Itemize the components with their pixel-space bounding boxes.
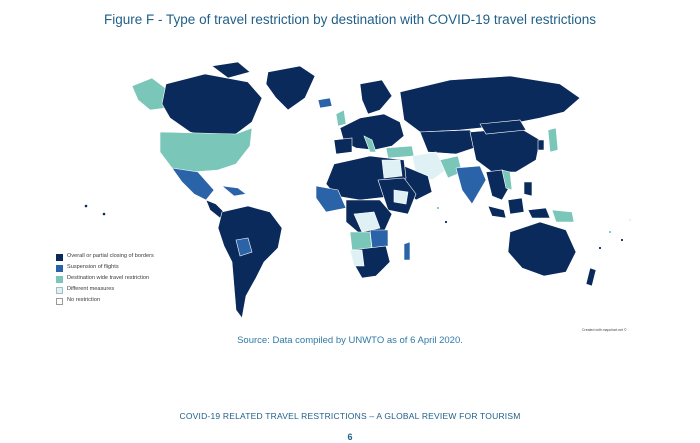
drc (353, 211, 381, 233)
island (444, 220, 448, 224)
legend-item: Different measures (56, 286, 176, 294)
island (102, 212, 106, 216)
canada (161, 73, 263, 139)
legend-label: Overall or partial closing of borders (67, 253, 154, 259)
namibia (349, 249, 365, 267)
italy (363, 135, 377, 153)
madagascar (403, 241, 411, 261)
map-credit: Created with mapchart.net © (582, 328, 627, 332)
island (84, 204, 88, 208)
legend-label: Different measures (67, 286, 115, 292)
legend-swatch-borders (56, 254, 63, 261)
usa (159, 127, 253, 173)
island (608, 230, 612, 234)
indonesia-east (527, 207, 551, 219)
zambia (369, 229, 389, 249)
caribbean (221, 185, 247, 197)
ethiopia (393, 189, 409, 205)
japan (547, 127, 559, 153)
mexico (171, 167, 215, 201)
angola (349, 231, 373, 251)
arctic-islands (211, 61, 251, 79)
india (455, 165, 487, 205)
legend-swatch-flights (56, 265, 63, 272)
new-zealand (585, 267, 597, 287)
map-legend: Overall or partial closing of borders Su… (56, 253, 176, 308)
legend-item: Overall or partial closing of borders (56, 253, 176, 261)
legend-label: Destination wide travel restriction (67, 275, 150, 281)
papua (551, 209, 575, 223)
indonesia-sumatra (487, 205, 507, 219)
bolivia (235, 237, 253, 257)
central-asia (419, 129, 481, 155)
source-note: Source: Data compiled by UNWTO as of 6 A… (237, 335, 463, 346)
philippines (523, 181, 533, 197)
mongolia (479, 119, 527, 135)
indonesia-borneo (507, 197, 525, 215)
egypt (381, 159, 403, 179)
page-number: 6 (347, 432, 353, 442)
legend-item: No restriction (56, 297, 176, 305)
australia (507, 221, 577, 277)
iceland (317, 97, 333, 109)
figure-title: Figure F - Type of travel restriction by… (104, 12, 596, 27)
island (620, 238, 624, 242)
china (469, 127, 541, 173)
russia (399, 75, 581, 133)
legend-label: Suspension of flights (67, 264, 119, 270)
legend-label: No restriction (67, 297, 100, 303)
south-america (217, 205, 283, 319)
legend-item: Destination wide travel restriction (56, 275, 176, 283)
scandinavia (359, 79, 393, 115)
vietnam (501, 169, 513, 191)
greenland (265, 65, 316, 111)
footer-title: COVID-19 RELATED TRAVEL RESTRICTIONS – A… (179, 411, 521, 421)
island (598, 246, 602, 250)
iberia (333, 137, 353, 155)
legend-item: Suspension of flights (56, 264, 176, 272)
turkey (385, 145, 415, 159)
west-africa (315, 185, 347, 213)
uk (335, 109, 347, 127)
legend-swatch-different (56, 287, 63, 294)
legend-swatch-destination (56, 276, 63, 283)
island (628, 218, 632, 222)
korea (537, 139, 545, 151)
legend-swatch-none (56, 298, 63, 305)
island (436, 206, 440, 210)
